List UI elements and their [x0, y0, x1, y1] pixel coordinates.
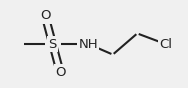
Text: O: O — [55, 66, 65, 79]
Text: Cl: Cl — [159, 37, 172, 51]
Text: O: O — [40, 9, 50, 22]
Text: NH: NH — [79, 37, 98, 51]
Text: S: S — [49, 37, 57, 51]
